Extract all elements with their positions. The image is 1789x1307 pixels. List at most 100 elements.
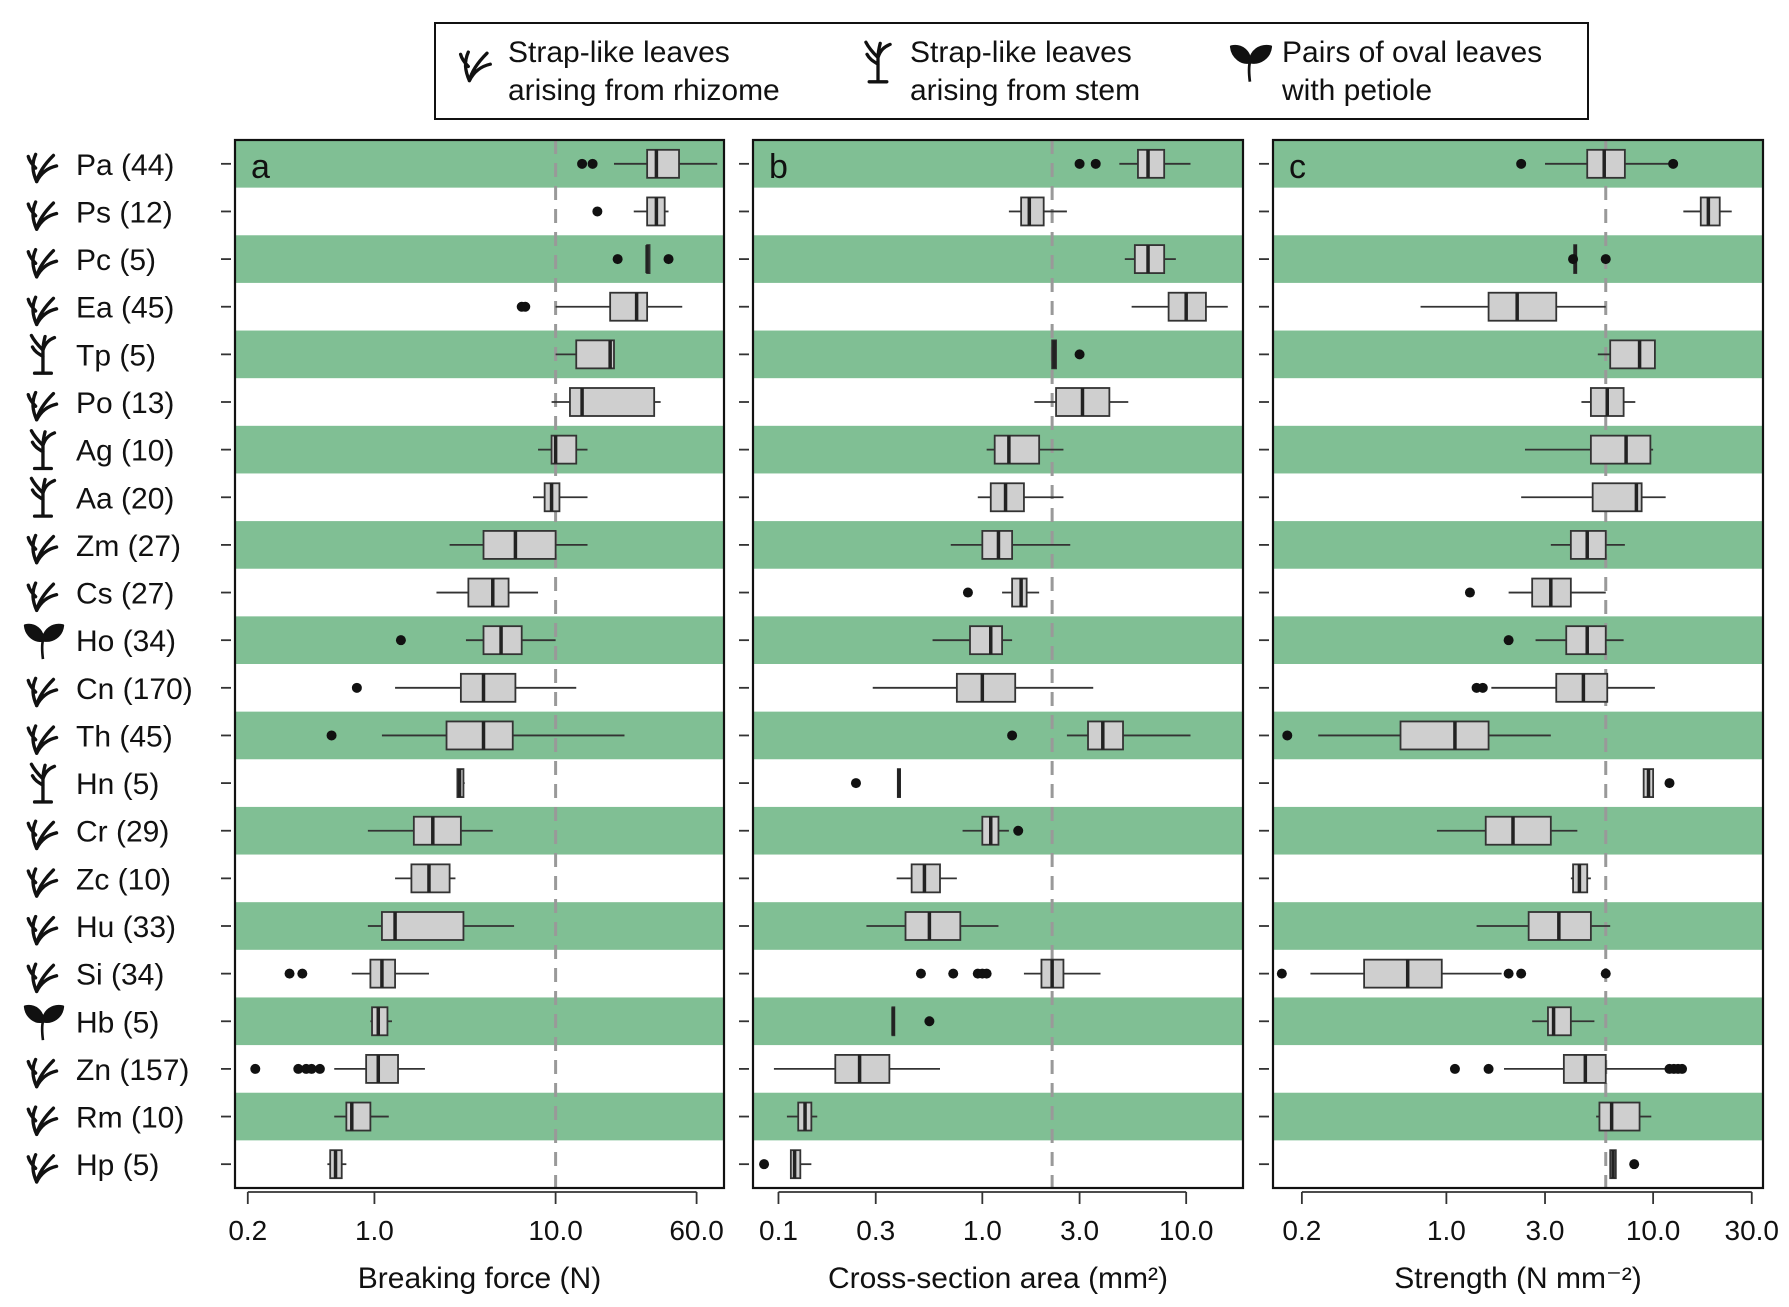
box-hb (1532, 1006, 1595, 1037)
outlier-point (297, 968, 308, 979)
species-label: Si (34) (76, 959, 164, 992)
box (575, 339, 615, 370)
box (1399, 720, 1490, 751)
box (1591, 482, 1643, 513)
box-ho (932, 625, 1013, 656)
x-tick-label: 60.0 (669, 1215, 724, 1246)
box-zc (896, 863, 957, 894)
box-ea (516, 291, 683, 322)
species-label: Th (45) (76, 720, 173, 753)
panel-frame (233, 138, 726, 1190)
box-hb (891, 1006, 935, 1037)
x-tick-label: 10.0 (1159, 1215, 1214, 1246)
row-band (753, 1092, 1243, 1141)
species-label: Rm (10) (76, 1102, 184, 1135)
box (1137, 148, 1166, 179)
box-cs (436, 577, 539, 608)
species-label: Hu (33) (76, 911, 176, 944)
outlier-point (592, 206, 603, 217)
species-label: Hb (5) (76, 1006, 159, 1039)
box (482, 530, 557, 560)
outlier-point (1282, 730, 1293, 741)
stem-leaf-icon (29, 333, 57, 375)
species-label: Ag (10) (76, 435, 174, 468)
box-zn (773, 1054, 941, 1084)
row-band (1273, 1092, 1763, 1141)
legend: Strap-like leaves arising from rhizome St… (434, 22, 1589, 120)
box-zc (395, 863, 456, 894)
box-cr (367, 815, 493, 846)
row-band (235, 425, 724, 474)
box (459, 672, 517, 703)
box-zn (250, 1054, 425, 1084)
box (969, 625, 1003, 656)
box-zm (1550, 530, 1625, 560)
row-band (235, 997, 724, 1046)
outlier-point (1664, 778, 1675, 789)
box-si (1276, 958, 1611, 989)
box-hn (456, 768, 465, 798)
box-cs (962, 577, 1040, 608)
species-label: Po (13) (76, 387, 174, 420)
outlier-point (1074, 349, 1085, 360)
x-tick-label: 10.0 (1626, 1215, 1681, 1246)
box-zn (1449, 1054, 1688, 1084)
box (1598, 1101, 1641, 1132)
box (1487, 291, 1558, 322)
box-aa (977, 482, 1064, 513)
stem-leaf-icon (29, 476, 57, 518)
species-label: Cn (170) (76, 673, 193, 706)
stem-leaf-icon (29, 762, 57, 804)
box-hn (1642, 768, 1675, 798)
box-rm (1596, 1101, 1652, 1132)
box-hu (866, 911, 999, 941)
x-tick-label: 0.1 (759, 1215, 798, 1246)
box (467, 577, 510, 608)
box-cn (1471, 672, 1655, 703)
outlier-point (981, 968, 992, 979)
box (1609, 339, 1656, 370)
rhizome-leaf-icon (26, 914, 59, 946)
box-ea (1131, 291, 1228, 322)
box-tp (1597, 339, 1656, 370)
box (569, 387, 656, 417)
outlier-point (1600, 968, 1611, 979)
species-label: Hn (5) (76, 768, 159, 801)
outlier-point (577, 158, 588, 169)
box-hp (759, 1149, 812, 1180)
box-hb (370, 1006, 392, 1037)
outlier-point (306, 1063, 317, 1074)
outlier-point (1677, 1063, 1688, 1074)
box-cr (1436, 815, 1578, 846)
box (1087, 720, 1124, 751)
box-si (284, 958, 429, 989)
box-th (326, 720, 625, 751)
box (1547, 1006, 1572, 1037)
rhizome-leaf-icon (26, 724, 59, 755)
outlier-point (1090, 158, 1101, 169)
box-tp (555, 339, 615, 370)
rhizome-leaf-icon (26, 200, 59, 231)
box-ho (1503, 625, 1624, 656)
oval-leaf-icon (23, 1004, 65, 1041)
outlier-point (351, 682, 362, 693)
box-rm (334, 1101, 389, 1132)
outlier-point (850, 778, 861, 789)
panel-b: b 0.1 0.3 1.0 3.0 10.0 Cross-section area (mm²… (739, 138, 1245, 1295)
x-tick-label: 0.3 (856, 1215, 895, 1246)
outlier-point (250, 1063, 261, 1074)
row-band (1273, 330, 1763, 379)
box-pa (577, 148, 718, 179)
outlier-point (1516, 158, 1527, 169)
outlier-point (948, 968, 959, 979)
box-hp (1609, 1149, 1640, 1180)
x-tick-label: 10.0 (528, 1215, 583, 1246)
box-ag (986, 434, 1064, 465)
oval-leaf-icon (23, 623, 65, 660)
box-pa (1074, 148, 1191, 179)
x-tick-label: 0.2 (228, 1215, 267, 1246)
box-pc (612, 244, 674, 274)
species-label: Zm (27) (76, 530, 181, 563)
box-ea (1420, 291, 1606, 322)
box (1020, 196, 1045, 227)
